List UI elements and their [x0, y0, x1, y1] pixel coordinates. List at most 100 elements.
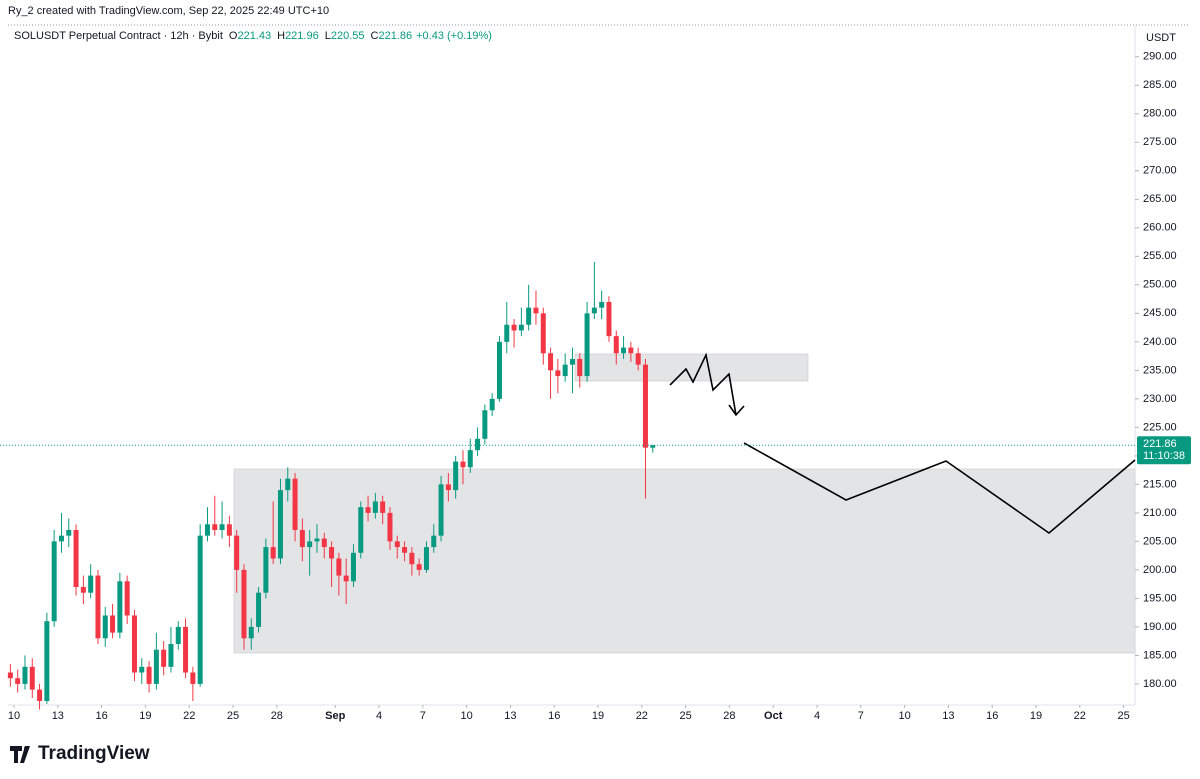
candle-body: [489, 398, 495, 411]
x-tick-label: 4: [376, 710, 382, 722]
candle-body: [256, 592, 262, 627]
candle-body: [88, 575, 94, 593]
legend-text: SOLUSDT Perpetual Contract · 12h · Bybit…: [14, 30, 492, 42]
y-tick-label: 290.00: [1143, 51, 1177, 63]
legend-item: C: [371, 30, 379, 42]
candle-body: [350, 552, 356, 582]
candle-body: [562, 364, 568, 377]
candles: [7, 262, 656, 710]
y-tick-label: 285.00: [1143, 79, 1177, 91]
candle-body: [584, 313, 590, 377]
y-tick-label: 260.00: [1143, 222, 1177, 234]
candle-body: [402, 547, 408, 553]
candle-body: [343, 575, 349, 582]
x-tick-label: 22: [183, 710, 195, 722]
candle-body: [153, 649, 159, 684]
candle-body: [321, 538, 327, 548]
candle-body: [606, 301, 612, 337]
candle-body: [365, 507, 371, 513]
y-tick-label: 190.00: [1143, 621, 1177, 633]
candle-body: [504, 324, 510, 342]
candle-body: [329, 547, 335, 559]
candle-body: [80, 586, 86, 593]
candle-body: [44, 621, 50, 702]
candle-body: [336, 558, 342, 576]
brand-name: TradingView: [38, 743, 150, 764]
drawings: [233, 353, 1136, 654]
candle-body: [482, 410, 488, 439]
x-tick-label: 10: [898, 710, 910, 722]
candle-body: [299, 529, 305, 548]
candle-body: [131, 615, 137, 673]
candle-body: [511, 324, 517, 331]
x-tick-label: 16: [986, 710, 998, 722]
legend-item: +0.43 (+0.19%): [416, 30, 492, 42]
x-tick-label: 19: [1030, 710, 1042, 722]
candle-body: [175, 626, 181, 644]
x-tick-label: 10: [460, 710, 472, 722]
candle-body: [467, 450, 473, 468]
candle-body: [650, 445, 656, 448]
candle-body: [460, 461, 466, 468]
x-tick-label: 25: [1117, 710, 1129, 722]
candle-body: [518, 324, 524, 331]
candle-body: [219, 524, 225, 530]
candle-body: [533, 307, 539, 314]
x-tick-label: 28: [271, 710, 283, 722]
x-tick-label: 25: [227, 710, 239, 722]
axis-unit: USDT: [1146, 32, 1176, 44]
y-tick-label: 250.00: [1143, 279, 1177, 291]
brand: TradingView: [10, 743, 150, 764]
y-tick-label: 245.00: [1143, 307, 1177, 319]
x-tick-label: 22: [636, 710, 648, 722]
y-tick-label: 255.00: [1143, 250, 1177, 262]
x-tick-label: 16: [95, 710, 107, 722]
candle-body: [445, 484, 451, 491]
candle-body: [234, 535, 240, 570]
candle-body: [526, 307, 532, 325]
candle-body: [380, 501, 386, 513]
candle-body: [248, 626, 254, 639]
y-tick-label: 230.00: [1143, 393, 1177, 405]
candle-body: [263, 547, 269, 593]
candle-body: [423, 547, 429, 570]
candle-body: [102, 615, 108, 639]
candle-body: [117, 581, 123, 633]
candle-body: [475, 438, 481, 451]
candle-body: [555, 370, 561, 377]
candle-body: [642, 364, 648, 448]
x-tick-label: 13: [52, 710, 64, 722]
candle-body: [628, 347, 634, 354]
x-tick-label: 10: [8, 710, 20, 722]
candle-body: [431, 535, 437, 548]
y-tick-label: 225.00: [1143, 421, 1177, 433]
candle-body: [292, 478, 298, 530]
candle-body: [124, 581, 130, 616]
x-tick-label: 25: [679, 710, 691, 722]
candle-body: [577, 358, 583, 377]
candle-body: [139, 666, 145, 673]
candle-body: [591, 307, 597, 314]
candle-body: [29, 666, 35, 690]
candle-body: [190, 672, 196, 684]
x-tick-label: 13: [504, 710, 516, 722]
y-tick-label: 280.00: [1143, 108, 1177, 120]
candle-body: [496, 341, 502, 399]
candle-body: [161, 649, 167, 667]
x-tick-label: 7: [858, 710, 864, 722]
candle-body: [110, 615, 116, 633]
legend-item: O: [229, 30, 238, 42]
candle-body: [613, 336, 619, 354]
y-tick-label: 215.00: [1143, 478, 1177, 490]
candle-body: [146, 666, 152, 684]
last-price-label: 221.86: [1143, 438, 1177, 450]
candle-body: [314, 538, 320, 542]
candle-body: [197, 535, 203, 684]
header: Ry_2 created with TradingView.com, Sep 2…: [8, 5, 329, 17]
candle-body: [226, 524, 232, 536]
candle-body: [183, 626, 189, 673]
candle-body: [212, 524, 218, 530]
